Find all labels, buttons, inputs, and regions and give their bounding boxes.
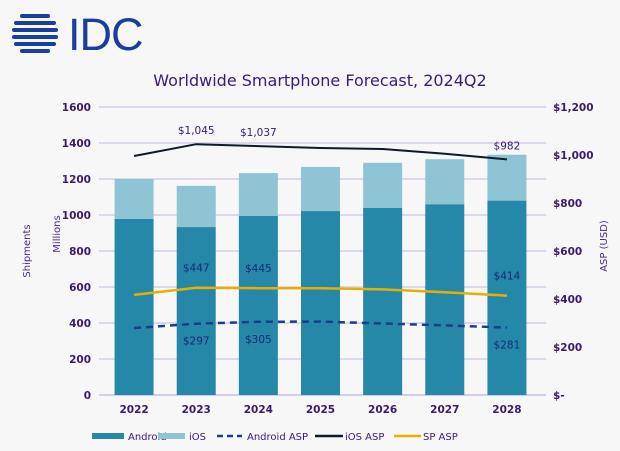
data-label-ios-asp: $1,045 <box>178 125 215 137</box>
legend-label-ios-asp: iOS ASP <box>345 432 384 443</box>
y2-tick-label: $200 <box>553 342 582 354</box>
y-tick-label: 800 <box>69 246 91 258</box>
y-tick-label: 400 <box>69 318 91 330</box>
y2-tick-label: $600 <box>553 246 582 258</box>
x-axis: 2022 2023 2024 2025 2026 2027 2028 <box>119 404 521 416</box>
data-labels: $1,045 $1,037 $982 $447 $445 $414 $297 $305 $281 <box>178 125 521 351</box>
legend-label-ios: iOS <box>189 432 206 443</box>
legend-label-android: Android <box>128 432 167 443</box>
x-tick-label: 2028 <box>492 404 521 416</box>
y-tick-label: 1600 <box>62 102 91 114</box>
x-tick-label: 2022 <box>119 404 148 416</box>
bar-ios-2027 <box>425 159 465 205</box>
bar-ios-2024 <box>238 173 278 216</box>
y-axis-title: Shipments <box>22 224 33 277</box>
y-axis-left: 0 200 400 600 800 1000 1200 1400 1600 <box>62 102 91 402</box>
y-axis-right: $- $200 $400 $600 $800 $1,000 $1,200 <box>553 102 594 402</box>
x-tick-label: 2023 <box>182 404 211 416</box>
bar-android-2025 <box>301 211 340 395</box>
x-tick-label: 2024 <box>244 404 273 416</box>
data-label-android-asp: $305 <box>245 334 272 346</box>
data-label-sp-asp: $445 <box>245 263 272 275</box>
y2-tick-label: $- <box>553 390 565 402</box>
data-label-sp-asp: $447 <box>183 263 210 275</box>
x-tick-label: 2026 <box>368 404 397 416</box>
y-axis-subtitle: Millions <box>52 215 63 252</box>
bar-ios-2026 <box>363 162 403 208</box>
data-label-android-asp: $281 <box>494 340 521 352</box>
bar-android-2024 <box>238 215 278 395</box>
legend-label-sp-asp: SP ASP <box>423 432 458 443</box>
line-android-asp <box>133 320 507 330</box>
y-tick-label: 200 <box>69 354 91 366</box>
y2-tick-label: $1,200 <box>553 102 594 114</box>
x-tick-label: 2027 <box>430 404 459 416</box>
y-tick-label: 1400 <box>62 138 91 150</box>
bar-android-2028 <box>487 200 527 395</box>
bar-ios-2022 <box>114 179 154 219</box>
y-tick-label: 600 <box>69 282 91 294</box>
bar-ios-2023 <box>176 185 216 228</box>
data-label-sp-asp: $414 <box>494 271 521 283</box>
bar-android-2026 <box>363 207 403 395</box>
x-tick-label: 2025 <box>306 404 335 416</box>
globe-stripes-icon <box>12 14 58 53</box>
y2-tick-label: $1,000 <box>553 150 594 162</box>
bar-ios-2028 <box>487 154 527 201</box>
bar-ios-2025 <box>301 166 340 212</box>
legend: Android iOS Android ASP iOS ASP SP ASP <box>92 432 458 443</box>
data-label-android-asp: $297 <box>183 336 210 348</box>
line-ios-asp <box>133 143 508 161</box>
chart-title: Worldwide Smartphone Forecast, 2024Q2 <box>153 71 486 90</box>
y-tick-label: 1200 <box>62 174 91 186</box>
y-tick-label: 0 <box>84 390 91 402</box>
line-sp-asp <box>133 286 507 297</box>
y2-axis-title: ASP (USD) <box>599 220 610 272</box>
idc-logo: IDC <box>10 8 160 60</box>
legend-swatch-android <box>92 433 124 439</box>
bar-android-2027 <box>425 204 465 395</box>
y2-tick-label: $400 <box>553 294 582 306</box>
logo-text: IDC <box>68 9 143 60</box>
bar-android-2023 <box>176 227 216 395</box>
bar-android-2022 <box>114 218 154 395</box>
asp-lines <box>133 143 508 330</box>
data-label-ios-asp: $982 <box>494 140 521 152</box>
legend-swatch-ios <box>158 433 185 439</box>
legend-label-android-asp: Android ASP <box>247 432 308 443</box>
data-label-ios-asp: $1,037 <box>240 127 277 139</box>
y-tick-label: 1000 <box>62 210 91 222</box>
bars <box>114 154 527 395</box>
y2-tick-label: $800 <box>553 198 582 210</box>
